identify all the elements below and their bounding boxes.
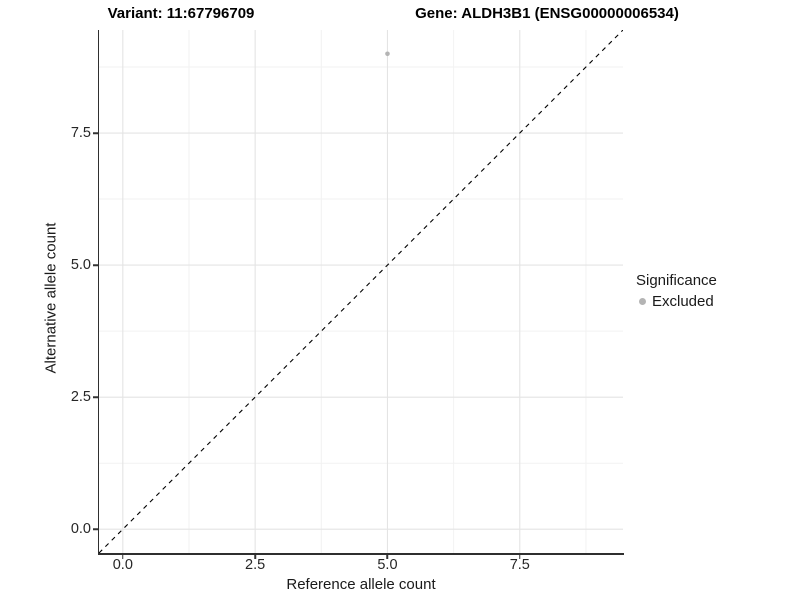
y-tick-label: 5.0	[70, 257, 91, 274]
gene-title: Gene: ALDH3B1 (ENSG00000006534)	[415, 5, 679, 22]
x-tick-label: 2.5	[245, 557, 266, 573]
y-axis-title: Alternative allele count	[42, 222, 60, 374]
x-tick-mark	[519, 554, 521, 559]
legend-item-excluded: Excluded	[636, 292, 717, 311]
identity-line	[98, 29, 624, 554]
data-point	[385, 51, 390, 57]
legend-key-dot-icon	[639, 298, 646, 305]
legend-title: Significance	[636, 272, 717, 289]
x-tick-label: 0.0	[112, 557, 133, 573]
y-tick-label: 0.0	[70, 521, 91, 538]
y-tick-label: 2.5	[70, 389, 91, 406]
x-tick-mark	[122, 554, 124, 559]
x-tick-mark	[386, 554, 389, 559]
x-tick-label: 7.5	[509, 557, 530, 573]
variant-title: Variant: 11:67796709	[107, 5, 255, 22]
x-axis-title: Reference allele count	[286, 576, 436, 593]
plot-canvas	[98, 29, 624, 554]
y-tick-mark	[93, 396, 98, 398]
legend-item-label: Excluded	[652, 293, 714, 310]
x-axis-line	[97, 553, 624, 555]
x-tick-mark	[254, 554, 256, 559]
y-tick-mark	[93, 528, 98, 530]
x-tick-label: 5.0	[377, 557, 398, 573]
y-tick-mark	[93, 132, 98, 134]
y-tick-label: 7.5	[70, 125, 91, 141]
legend: Significance Excluded	[636, 271, 717, 311]
plot-panel	[98, 29, 624, 554]
y-axis-line	[97, 30, 99, 555]
y-tick-mark	[93, 264, 98, 266]
